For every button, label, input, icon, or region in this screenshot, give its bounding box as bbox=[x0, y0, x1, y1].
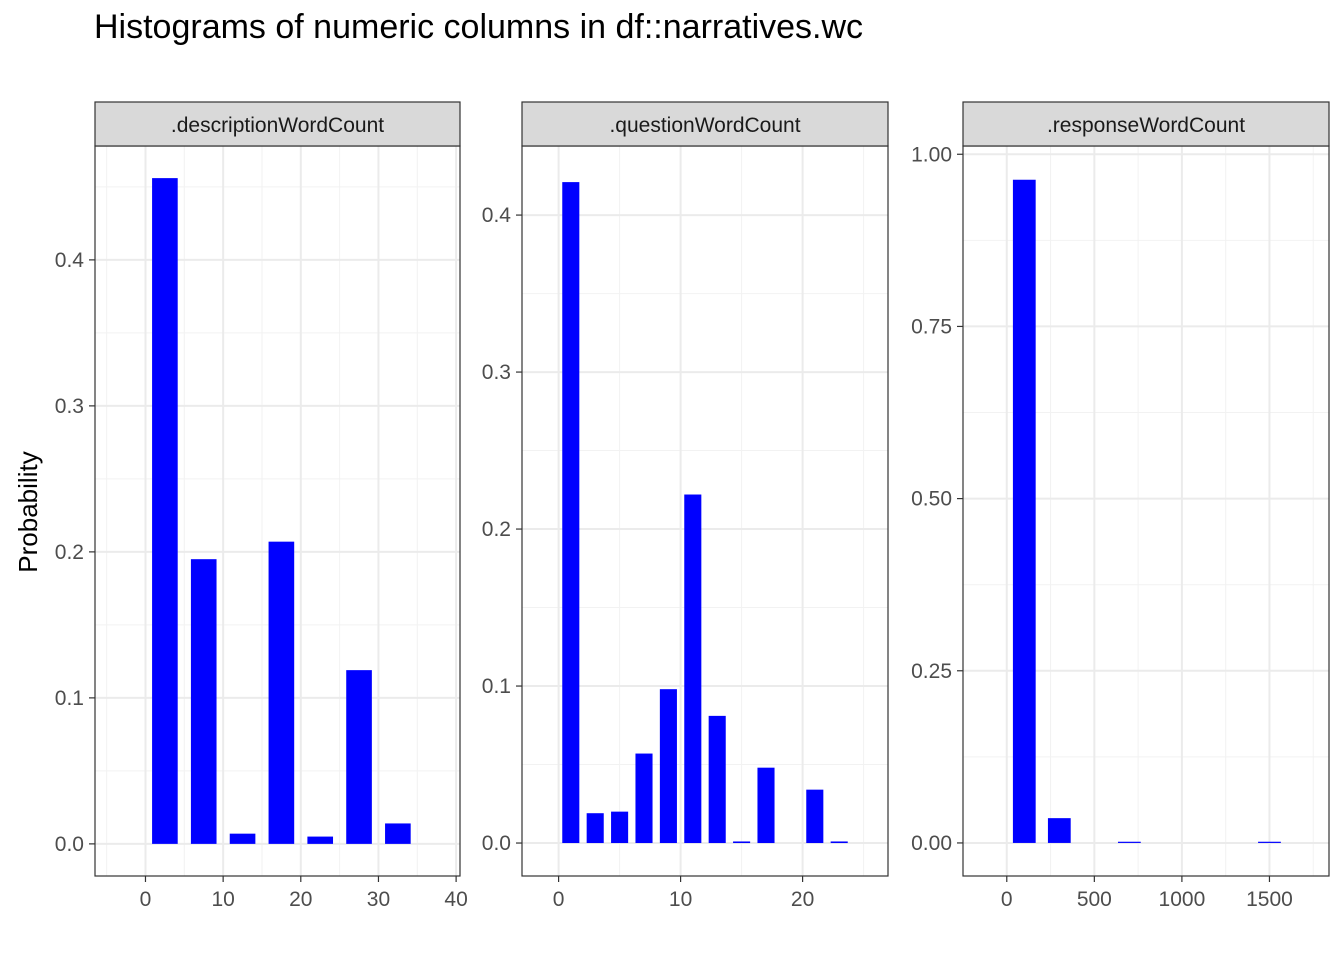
y-tick-label: 0.25 bbox=[911, 660, 952, 683]
histogram-bar bbox=[268, 541, 295, 844]
chart-title: Histograms of numeric columns in df::nar… bbox=[94, 8, 863, 46]
histogram-bar bbox=[190, 559, 217, 844]
y-tick-label: 0.2 bbox=[482, 518, 511, 541]
x-tick-label: 0 bbox=[553, 888, 565, 911]
y-tick-label: 0.3 bbox=[55, 395, 84, 418]
x-tick-label: 10 bbox=[211, 888, 234, 911]
histogram-bar bbox=[1047, 818, 1071, 843]
histogram-bar bbox=[611, 811, 629, 844]
y-tick-label: 0.1 bbox=[482, 675, 511, 698]
facet-strip bbox=[94, 101, 461, 147]
y-tick-label: 0.75 bbox=[911, 315, 952, 338]
histogram-bar bbox=[1012, 179, 1036, 843]
histogram-bar bbox=[346, 670, 372, 844]
histogram-bar bbox=[830, 841, 848, 844]
facet-strip-label: .descriptionWordCount bbox=[171, 114, 384, 137]
histogram-bar bbox=[733, 841, 751, 844]
histogram-bar bbox=[684, 494, 702, 844]
y-tick-label: 1.00 bbox=[911, 143, 952, 166]
histogram-bar bbox=[152, 178, 178, 844]
x-tick-label: 20 bbox=[791, 888, 814, 911]
x-tick-label: 30 bbox=[367, 888, 390, 911]
y-tick-label: 0.2 bbox=[55, 541, 84, 564]
histogram-bar bbox=[1117, 841, 1141, 843]
facet-panel: .responseWordCount 0.00 0.25 0.50 0.75 1.00 0 5… bbox=[911, 101, 1330, 911]
y-tick-label: 0.4 bbox=[55, 249, 85, 272]
histogram-bar bbox=[307, 836, 334, 844]
facet-strip-label: .questionWordCount bbox=[609, 114, 800, 137]
y-tick-label: 0.50 bbox=[911, 488, 952, 511]
y-tick-label: 0.0 bbox=[482, 832, 511, 855]
histogram-bar bbox=[1258, 841, 1281, 843]
panel-background bbox=[522, 146, 888, 876]
y-axis-label: Probability bbox=[13, 451, 43, 572]
facet-panels: .descriptionWordCount 0.0 0.1 0.2 0.3 0.4 0 10 2… bbox=[55, 101, 1330, 911]
histogram-bar bbox=[708, 715, 726, 844]
x-tick-label: 1000 bbox=[1159, 888, 1206, 911]
y-tick-label: 0.1 bbox=[55, 687, 84, 710]
histogram-bar bbox=[229, 833, 256, 844]
x-tick-label: 40 bbox=[444, 888, 467, 911]
x-tick-label: 1500 bbox=[1246, 888, 1293, 911]
facet-panel: .questionWordCount 0.0 0.1 0.2 0.3 0.4 0 10 20 bbox=[482, 101, 889, 911]
y-tick-label: 0.00 bbox=[911, 832, 952, 855]
histogram-bar bbox=[385, 823, 411, 844]
histogram-bar bbox=[635, 753, 653, 844]
histogram-bar bbox=[586, 813, 604, 844]
histogram-bar bbox=[562, 182, 580, 844]
x-tick-label: 20 bbox=[289, 888, 312, 911]
histogram-bar bbox=[659, 689, 677, 844]
x-tick-label: 10 bbox=[669, 888, 692, 911]
histogram-bar bbox=[806, 789, 824, 844]
facet-strip-label: .responseWordCount bbox=[1047, 114, 1245, 137]
histogram-bar bbox=[757, 767, 775, 844]
facet-panel: .descriptionWordCount 0.0 0.1 0.2 0.3 0.4 0 10 2… bbox=[55, 101, 468, 911]
y-tick-label: 0.4 bbox=[482, 204, 512, 227]
y-tick-label: 0.3 bbox=[482, 361, 511, 384]
x-tick-label: 0 bbox=[1001, 888, 1013, 911]
x-tick-label: 0 bbox=[140, 888, 152, 911]
facet-strip bbox=[521, 101, 889, 147]
y-tick-label: 0.0 bbox=[55, 833, 84, 856]
x-tick-label: 500 bbox=[1077, 888, 1112, 911]
facet-strip bbox=[962, 101, 1330, 147]
